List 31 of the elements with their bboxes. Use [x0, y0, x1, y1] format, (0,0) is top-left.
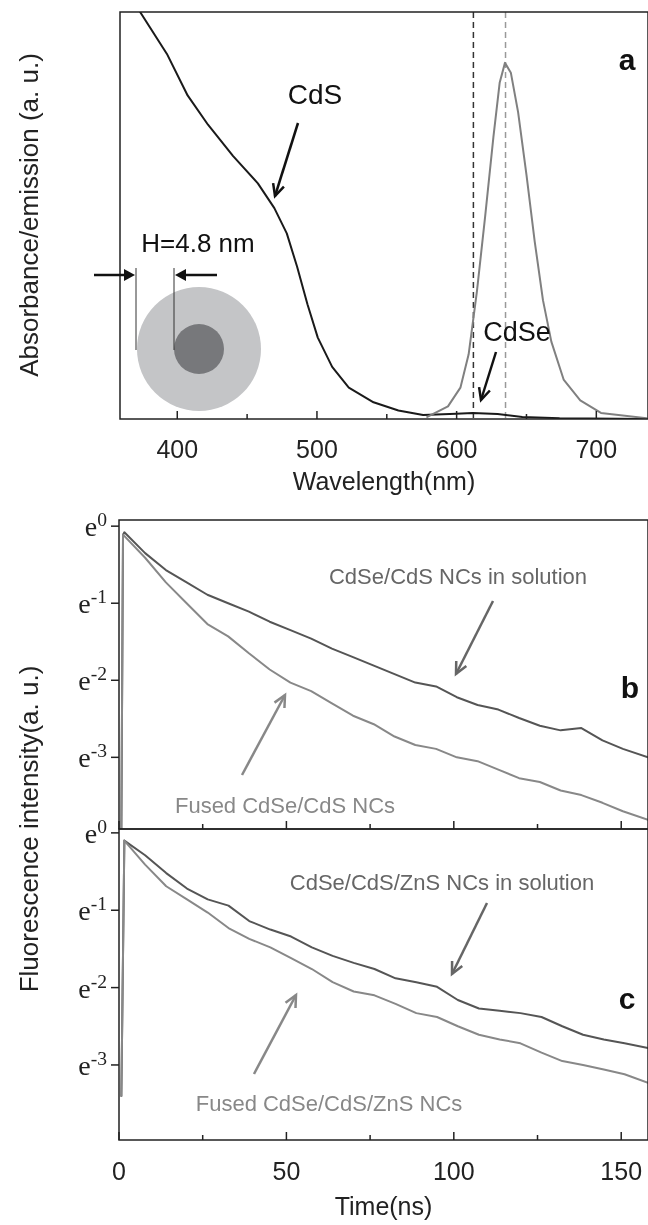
- y-axis-title: Absorbance/emission (a. u.): [14, 53, 44, 377]
- x-tick-label: 400: [156, 435, 199, 463]
- annotation: c: [618, 982, 636, 1015]
- x-tick-label: 500: [296, 435, 338, 463]
- y-tick-label: e$^{-1}$: [78, 892, 107, 927]
- annotation: Fused CdSe/CdS/ZnS NCs: [195, 1091, 463, 1116]
- x-tick-label: 700: [575, 435, 618, 463]
- annotation: CdSe/CdS NCs in solution: [328, 564, 588, 589]
- y-tick-label: e$^{-1}$: [78, 585, 107, 620]
- y-tick-label: e$^{-2}$: [78, 662, 107, 697]
- line-series: [120, 839, 648, 1097]
- y-tick-label: e$^{-3}$: [78, 1047, 108, 1081]
- x-tick-label: 0: [112, 1157, 126, 1185]
- x-tick-label: 50: [272, 1157, 301, 1185]
- annotation: CdSe: [483, 317, 551, 347]
- annotation: a: [618, 43, 636, 76]
- annotation: Fused CdSe/CdS NCs: [174, 793, 396, 818]
- annotation: b: [620, 671, 640, 704]
- y-axis-title: Fluorescence intensity(a. u.): [14, 665, 44, 993]
- x-tick-label: 150: [600, 1157, 643, 1185]
- annotation: CdS: [287, 79, 343, 110]
- y-tick-label: e$^{0}$: [84, 815, 108, 849]
- y-tick-label: e$^{-3}$: [78, 739, 108, 774]
- x-tick-label: 600: [435, 435, 478, 463]
- y-tick-label: e$^{0}$: [84, 508, 108, 543]
- x-axis-title: Wavelength(nm): [292, 467, 476, 495]
- x-tick-label: 100: [432, 1157, 475, 1185]
- x-axis-title: Time(ns): [334, 1192, 433, 1220]
- y-tick-label: e$^{-2}$: [78, 970, 107, 1004]
- annotation: H=4.8 nm: [141, 228, 255, 258]
- annotation: CdSe/CdS/ZnS NCs in solution: [289, 870, 595, 895]
